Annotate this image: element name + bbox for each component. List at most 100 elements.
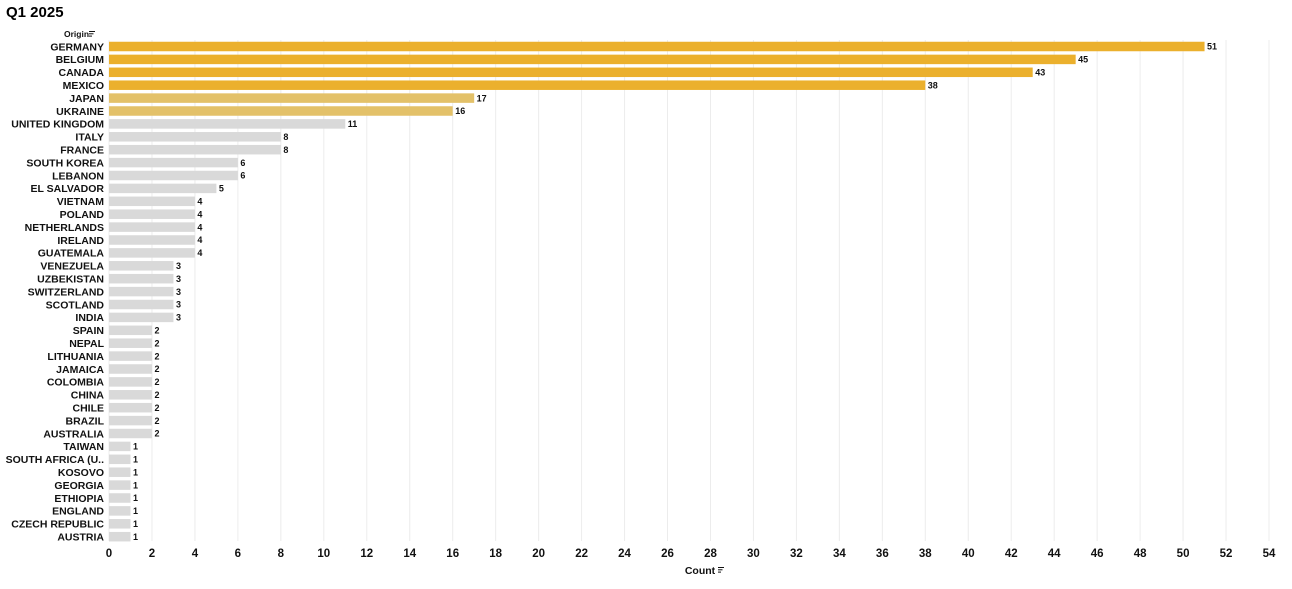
x-tick-label: 10 [317,548,330,560]
bar[interactable] [109,428,152,439]
x-axis-title: Count [685,565,716,577]
y-axis-title: Origin [64,29,89,39]
bar[interactable] [109,273,174,284]
x-tick-label: 12 [360,548,373,560]
x-tick-label: 48 [1134,548,1147,560]
category-label: AUSTRIA [57,532,104,544]
value-label: 2 [154,326,159,336]
category-label: SPAIN [73,325,104,337]
bar[interactable] [109,80,926,90]
value-label: 11 [348,119,358,129]
value-label: 1 [133,480,138,490]
value-label: 8 [283,132,288,142]
value-label: 1 [133,467,138,477]
value-label: 3 [176,300,181,310]
bar[interactable] [109,299,174,310]
sort-icon[interactable] [89,31,95,37]
value-label: 2 [154,403,159,413]
bar[interactable] [109,441,131,452]
category-label: GUATEMALA [38,248,105,260]
bar[interactable] [109,480,131,490]
bar[interactable] [109,402,152,413]
category-labels: GERMANYBELGIUMCANADAMEXICOJAPANUKRAINEUN… [6,41,105,543]
bar[interactable] [109,531,131,542]
bars [109,41,1205,542]
x-tick-label: 54 [1263,548,1276,560]
bar[interactable] [109,493,131,503]
x-tick-label: 50 [1177,548,1190,560]
bar[interactable] [109,93,475,103]
value-label: 1 [133,442,138,452]
value-label: 4 [197,222,202,232]
category-label: VIETNAM [57,196,105,208]
bar[interactable] [109,415,152,426]
value-label: 17 [477,93,487,103]
value-label: 38 [928,80,938,90]
value-labels: 5145433817161188665444443333322222222211… [133,42,1217,542]
bar[interactable] [109,157,238,168]
value-label: 1 [133,493,138,503]
chart-title: Q1 2025 [6,4,64,21]
category-label: SWITZERLAND [28,286,105,298]
bar[interactable] [109,54,1076,65]
value-label: 4 [197,248,202,258]
bar[interactable] [109,170,238,181]
bar[interactable] [109,209,195,219]
value-label: 2 [154,377,159,387]
x-axis-title-group[interactable]: Count [685,565,724,577]
bar[interactable] [109,261,174,271]
category-label: KOSOVO [58,467,104,479]
value-label: 16 [455,106,465,116]
bar[interactable] [109,506,131,516]
category-label: SOUTH KOREA [26,157,104,169]
bar[interactable] [109,183,217,194]
x-tick-label: 24 [618,548,631,560]
category-label: JAPAN [69,93,104,105]
value-label: 1 [133,506,138,516]
bar[interactable] [109,132,281,142]
bar[interactable] [109,106,453,116]
category-label: UNITED KINGDOM [11,119,104,131]
bar[interactable] [109,312,174,323]
x-tick-label: 4 [192,548,199,560]
value-label: 3 [176,261,181,271]
value-label: 5 [219,184,224,194]
bar[interactable] [109,454,131,465]
bar[interactable] [109,248,195,258]
bar[interactable] [109,67,1033,78]
bar[interactable] [109,286,174,297]
bar[interactable] [109,119,346,129]
bar[interactable] [109,364,152,374]
category-label: UKRAINE [56,106,104,118]
bar[interactable] [109,41,1205,52]
sort-icon[interactable] [718,567,724,573]
x-tick-label: 32 [790,548,803,560]
value-label: 3 [176,287,181,297]
x-tick-label: 38 [919,548,932,560]
x-tick-label: 18 [489,548,502,560]
bar[interactable] [109,222,195,232]
bar[interactable] [109,377,152,387]
value-label: 2 [154,416,159,426]
bar[interactable] [109,390,152,400]
category-label: LITHUANIA [47,351,104,363]
value-label: 43 [1035,68,1045,78]
y-axis-title-group[interactable]: Origin [64,29,95,39]
bar[interactable] [109,338,152,348]
bar[interactable] [109,351,152,361]
value-label: 1 [133,519,138,529]
x-tick-label: 6 [235,548,241,560]
category-label: EL SALVADOR [30,183,104,195]
bar[interactable] [109,467,131,477]
bar[interactable] [109,144,281,155]
value-label: 3 [176,313,181,323]
bar[interactable] [109,196,195,207]
bar[interactable] [109,325,152,336]
bar[interactable] [109,235,195,245]
value-label: 1 [133,532,138,542]
value-label: 6 [240,171,245,181]
value-label: 45 [1078,55,1088,65]
bar[interactable] [109,519,131,529]
